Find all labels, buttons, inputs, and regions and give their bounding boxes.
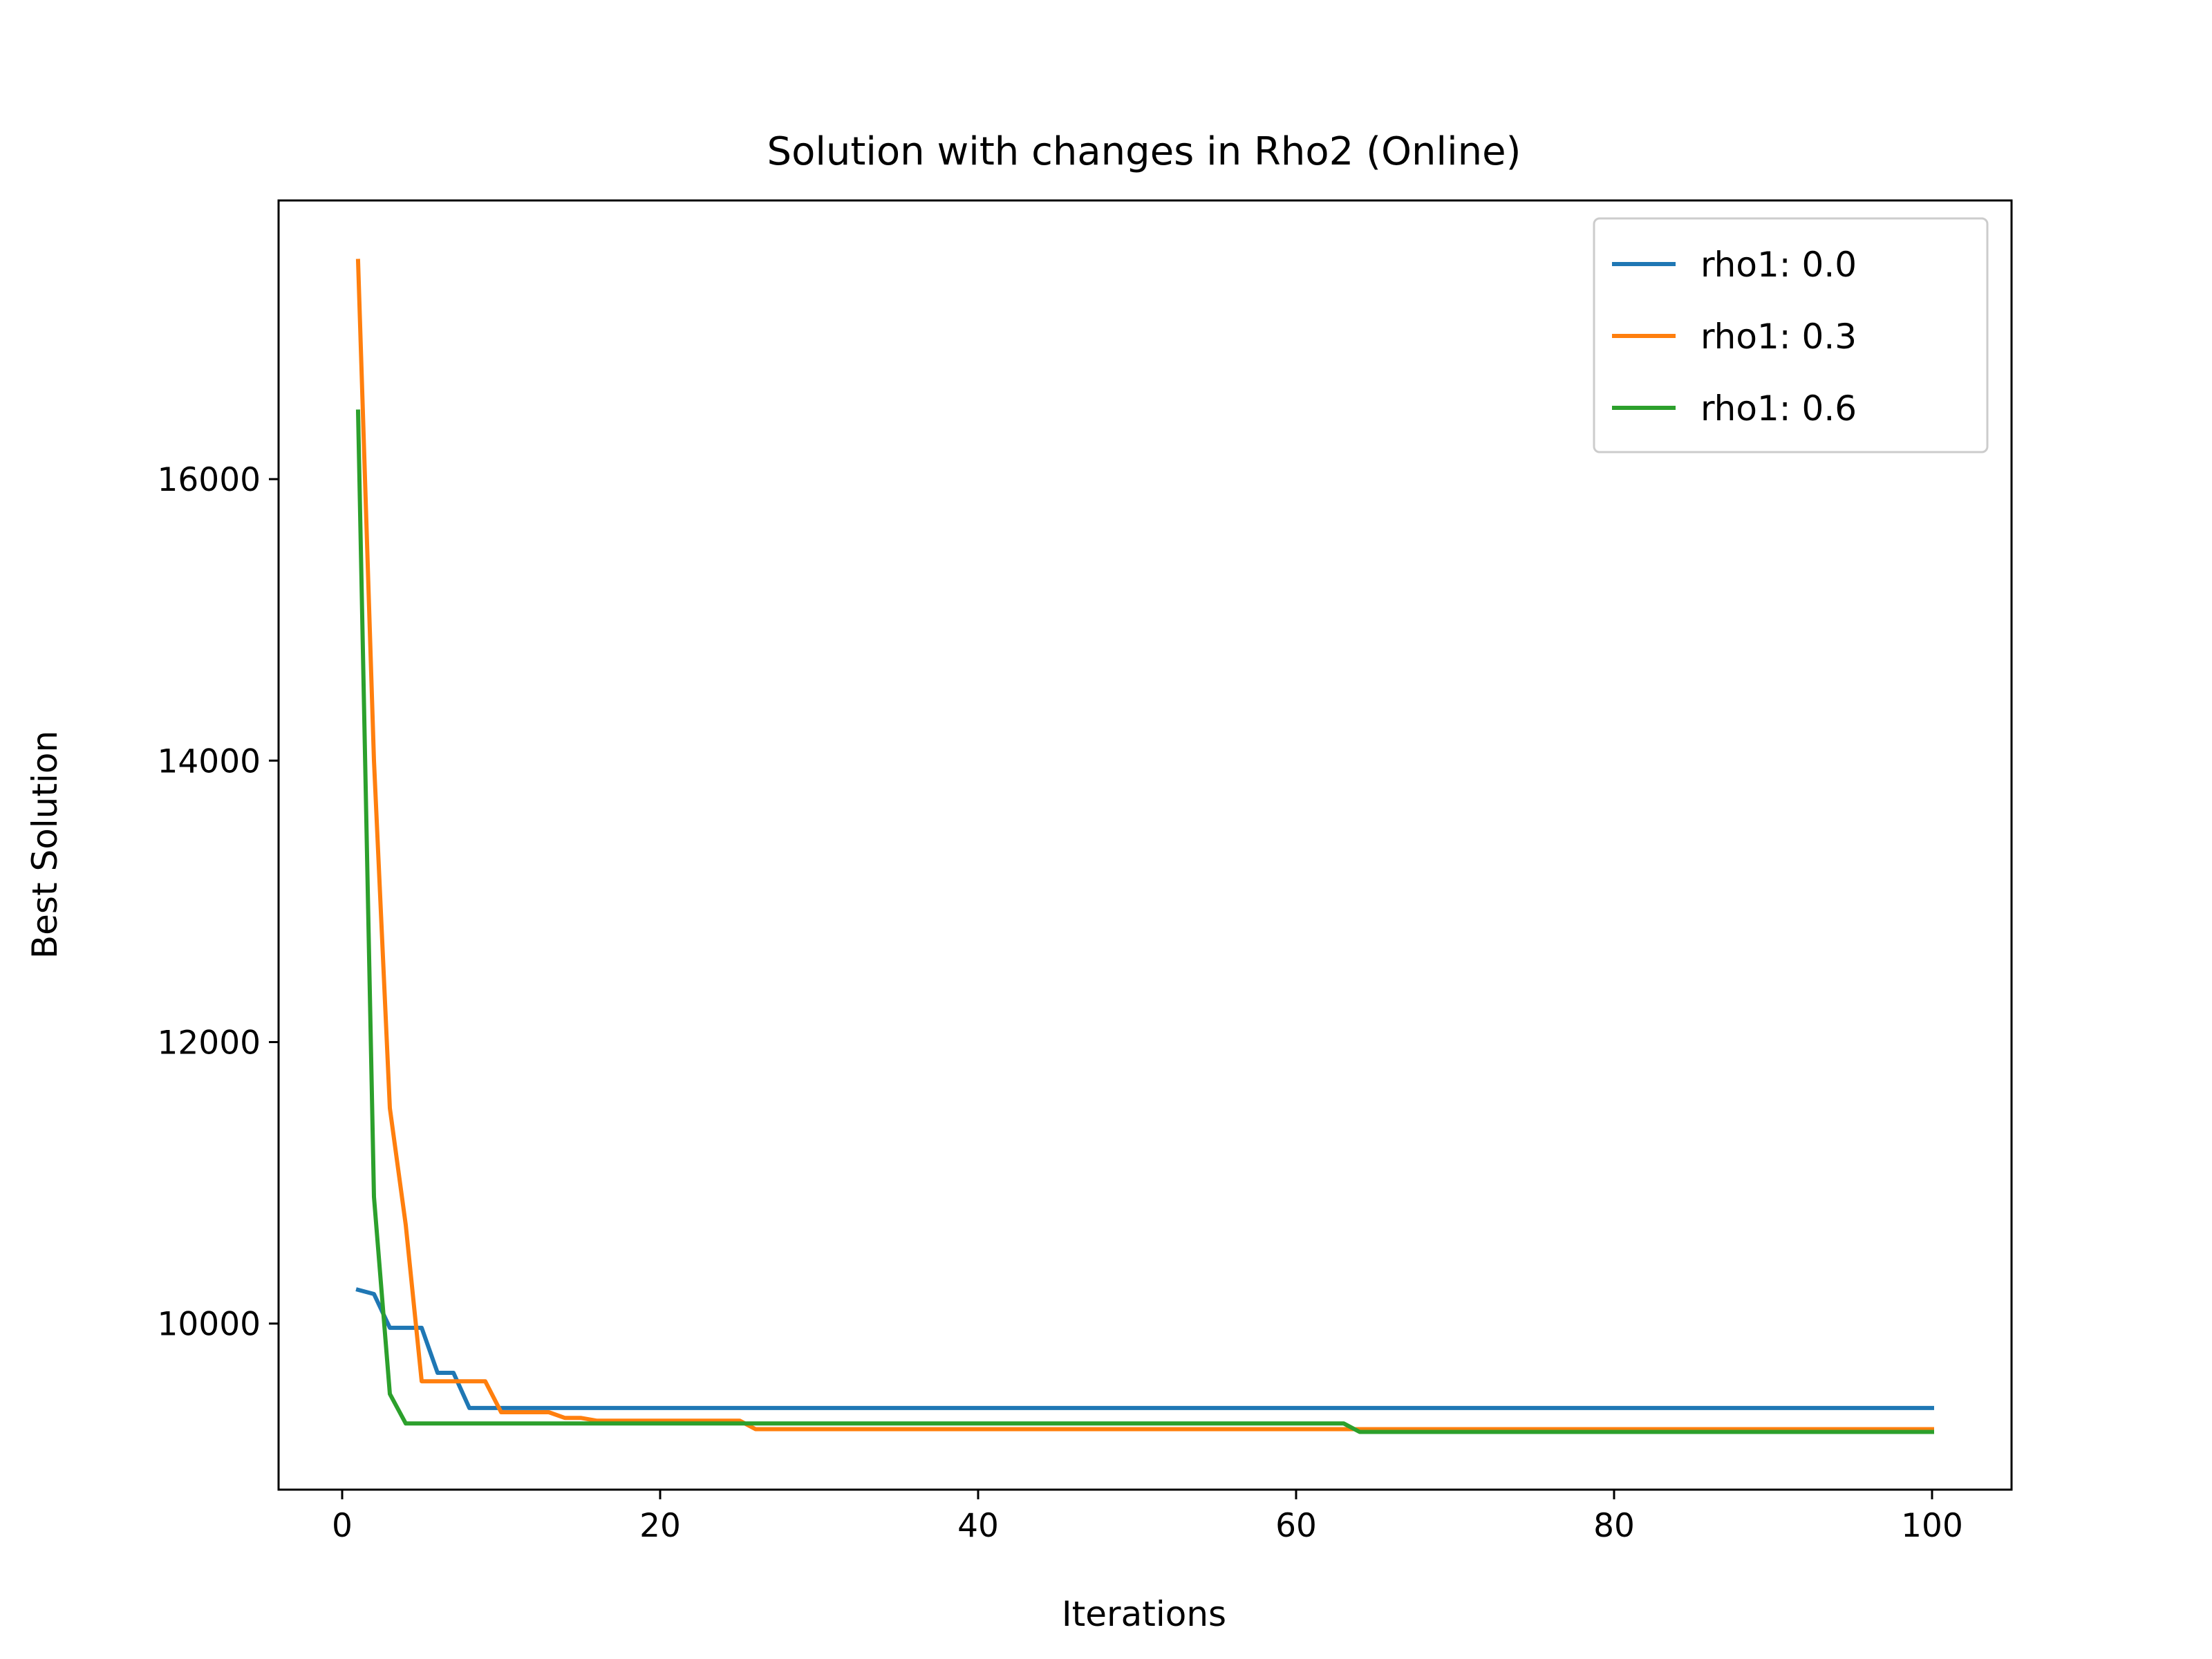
plot-frame	[277, 199, 2013, 1491]
x-tick-label: 40	[957, 1507, 999, 1545]
y-tick-label: 16000	[157, 461, 261, 499]
legend-label: rho1: 0.3	[1700, 317, 1857, 357]
x-tick-label: 20	[639, 1507, 681, 1545]
y-tick-label: 12000	[157, 1024, 261, 1062]
legend-label: rho1: 0.0	[1700, 245, 1857, 285]
x-tick-label: 0	[332, 1507, 353, 1545]
x-tick-label: 60	[1275, 1507, 1317, 1545]
x-tick-label: 80	[1593, 1507, 1635, 1545]
legend-box	[1593, 217, 1989, 453]
x-axis-label: Iterations	[1062, 1594, 1226, 1634]
y-tick-label: 10000	[157, 1306, 261, 1344]
y-axis-label: Best Solution	[25, 731, 65, 959]
legend-label: rho1: 0.6	[1700, 388, 1857, 429]
y-tick-label: 14000	[157, 742, 261, 780]
series-line-3	[355, 409, 1934, 1434]
series-line-1	[355, 1287, 1934, 1410]
x-tick-label: 100	[1901, 1507, 1963, 1545]
chart-title: Solution with changes in Rho2 (Online)	[767, 129, 1521, 174]
x-axis: 0 20 40 60 80 100	[332, 1490, 1963, 1545]
series-line-2	[355, 259, 1934, 1432]
legend: rho1: 0.0 rho1: 0.3 rho1: 0.6	[1593, 217, 1989, 453]
y-axis: 10000 12000 14000 16000	[157, 461, 279, 1344]
plot-area	[355, 259, 1934, 1434]
